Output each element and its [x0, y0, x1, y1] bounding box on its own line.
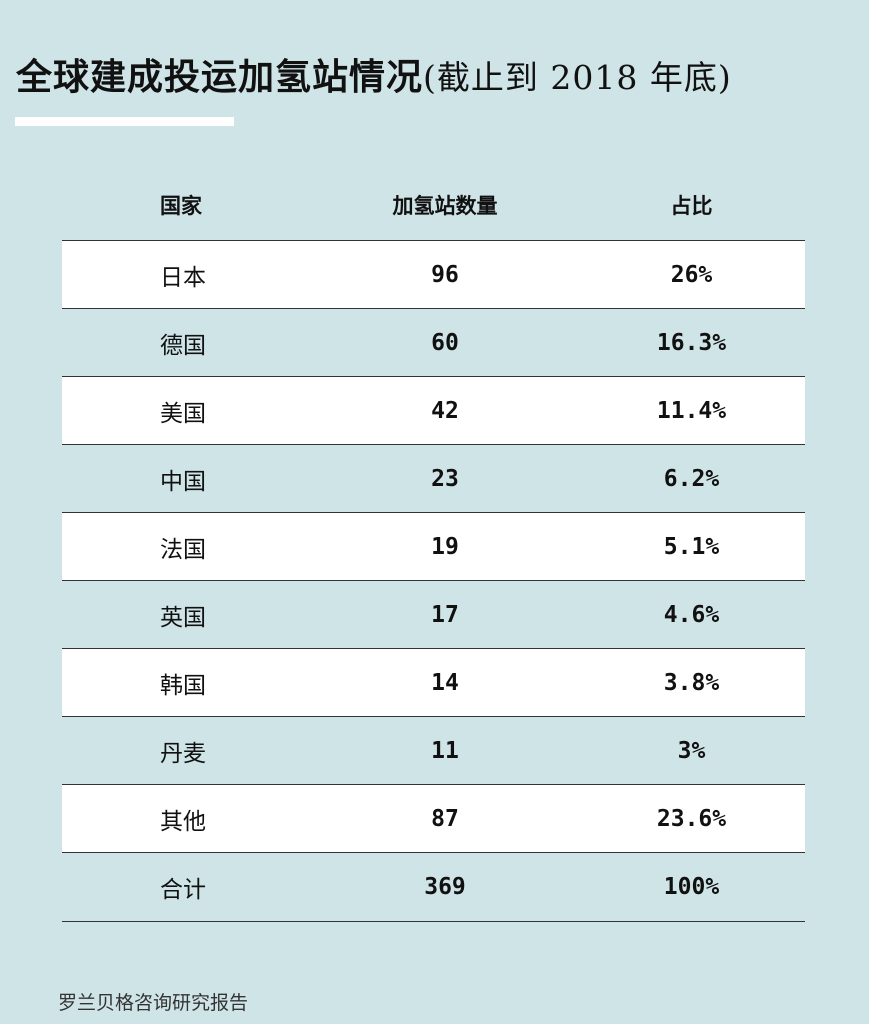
table-cell: 德国 — [160, 332, 206, 359]
table-cell: 美国 — [160, 400, 206, 427]
table-cell: 87 — [431, 805, 459, 832]
table-cell: 23.6% — [656, 805, 727, 832]
column-header: 加氢站数量 — [392, 194, 498, 218]
table-cell: 19 — [431, 533, 459, 560]
table-row: 德国 60 16.3% — [62, 308, 805, 376]
table-cell: 60 — [431, 329, 459, 356]
title-text: 全球建成投运加氢站情况 — [16, 57, 424, 98]
table-row: 日本 96 26% — [62, 240, 805, 308]
table-cell: 369 — [424, 874, 466, 900]
table-cell: 中国 — [160, 468, 206, 495]
source: 罗兰贝格咨询研究报告 — [58, 992, 249, 1014]
table-cell: 丹麦 — [160, 740, 206, 767]
table-row: 其他 87 23.6% — [62, 784, 805, 852]
table-cell: 17 — [431, 601, 459, 628]
table-cell: 日本 — [160, 264, 206, 291]
table-cell: 26% — [670, 261, 713, 288]
column-header: 占比 — [670, 194, 713, 218]
table-cell: 3% — [677, 737, 706, 764]
table: 国家 加氢站数量 占比日本 96 26% 德国 60 16.3% 美国 42 11.4% 中国 23 6.… — [62, 170, 805, 922]
table-row: 韩国 14 3.8% — [62, 648, 805, 716]
table-cell: 合计 — [160, 877, 206, 903]
table-cell: 6.2% — [663, 465, 720, 492]
header-row: 国家 加氢站数量 占比 — [62, 170, 805, 240]
table-row: 英国 17 4.6% — [62, 580, 805, 648]
table-cell: 11.4% — [656, 397, 727, 424]
table-row: 美国 42 11.4% — [62, 376, 805, 444]
table-cell: 42 — [431, 397, 459, 424]
table-cell: 23 — [431, 465, 459, 492]
table-row: 丹麦 11 3% — [62, 716, 805, 784]
table-cell: 英国 — [160, 604, 206, 631]
table-cell: 韩国 — [160, 672, 206, 699]
table-cell: 100% — [663, 874, 720, 900]
table-cell: 96 — [431, 261, 459, 288]
table-cell: 5.1% — [663, 533, 720, 560]
table-cell: 3.8% — [663, 669, 720, 696]
title-underline — [15, 117, 234, 126]
title: 全球建成投运加氢站情况(截止到 2018 年底) — [16, 48, 732, 100]
table-cell: 16.3% — [656, 329, 727, 356]
table-row: 法国 19 5.1% — [62, 512, 805, 580]
table-cell: 11 — [431, 737, 459, 764]
table-cell: 14 — [431, 669, 459, 696]
table-cell: 其他 — [160, 808, 206, 835]
subtitle: (截止到 2018 年底) — [423, 58, 732, 97]
table-row: 中国 23 6.2% — [62, 444, 805, 512]
column-header: 国家 — [160, 194, 202, 218]
table-cell: 4.6% — [663, 601, 720, 628]
table-cell: 法国 — [160, 536, 206, 563]
table-row: 合计 369 100% — [62, 852, 805, 922]
